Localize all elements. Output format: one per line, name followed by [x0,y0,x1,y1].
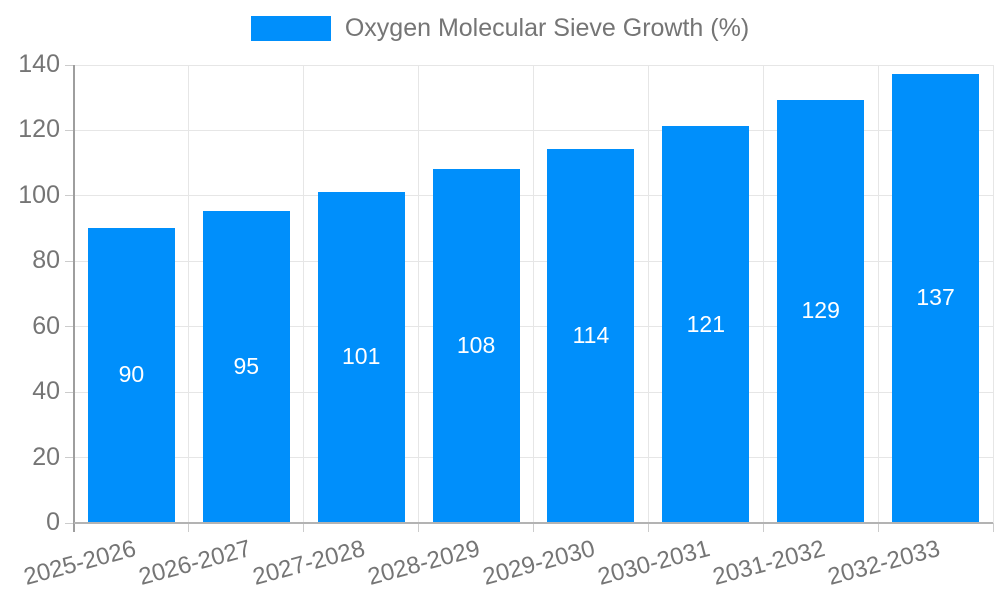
x-axis-line [74,522,993,524]
bar-value-label: 101 [342,343,381,370]
legend-label: Oxygen Molecular Sieve Growth (%) [344,14,750,42]
y-tick-label: 60 [32,311,60,340]
y-tick-label: 20 [32,442,60,471]
y-axis-line [73,65,75,532]
x-tick [303,523,305,532]
legend[interactable]: Oxygen Molecular Sieve Growth (%) [0,14,1000,43]
y-tick [65,391,74,393]
y-tick [65,457,74,459]
x-tick [877,523,879,532]
x-tick [418,523,420,532]
bar-2025-2026[interactable]: 90 [87,227,175,522]
x-tick-label: 2031-2032 [709,535,828,591]
x-tick-label: 2030-2031 [594,535,713,591]
y-tick-label: 0 [46,508,60,536]
y-tick [65,260,74,262]
x-gridline [647,65,649,523]
y-tick [65,326,74,328]
x-gridline [877,65,879,523]
y-tick-label: 120 [18,115,60,144]
bar-value-label: 95 [233,353,260,380]
y-tick [65,195,74,197]
bar-value-label: 129 [801,297,840,324]
bar-2026-2027[interactable]: 95 [202,211,290,522]
x-tick-label: 2025-2026 [20,535,139,591]
x-tick [647,523,649,532]
plot-area: 0 20 40 60 80 100 120 140 90 2025-2026 95 2026-2027… [18,52,994,591]
bar-2027-2028[interactable]: 101 [317,191,405,522]
y-tick [65,129,74,131]
x-tick [992,523,994,532]
x-tick [188,523,190,532]
bar-2032-2033[interactable]: 137 [892,73,980,522]
x-tick [762,523,764,532]
x-tick [533,523,534,532]
bar-value-label: 137 [916,284,955,311]
bar-value-label: 121 [686,310,725,337]
bar-value-label: 114 [572,322,610,349]
x-tick-label: 2026-2027 [135,535,254,591]
x-gridline [188,65,190,523]
x-gridline [418,65,420,523]
legend-swatch-icon [250,16,331,41]
x-tick-label: 2032-2033 [824,535,943,591]
bar-2029-2030[interactable]: 114 [547,149,635,522]
y-tick-label: 80 [32,246,60,275]
y-tick-label: 40 [32,377,60,406]
x-tick-label: 2028-2029 [365,535,484,591]
x-tick-label: 2027-2028 [250,535,369,591]
bar-2028-2029[interactable]: 108 [432,168,520,522]
y-tick [65,522,74,524]
x-gridline [992,65,994,523]
x-gridline [303,65,305,523]
y-tick [65,64,74,66]
y-tick-label: 100 [18,180,60,209]
bar-value-label: 108 [456,331,496,358]
bar-2031-2032[interactable]: 129 [777,99,865,522]
x-tick-label: 2029-2030 [480,535,598,591]
bar-value-label: 90 [118,361,145,388]
bar-2030-2031[interactable]: 121 [662,126,750,522]
x-gridline [533,65,534,523]
y-tick-label: 140 [18,50,60,78]
x-gridline [762,65,764,523]
